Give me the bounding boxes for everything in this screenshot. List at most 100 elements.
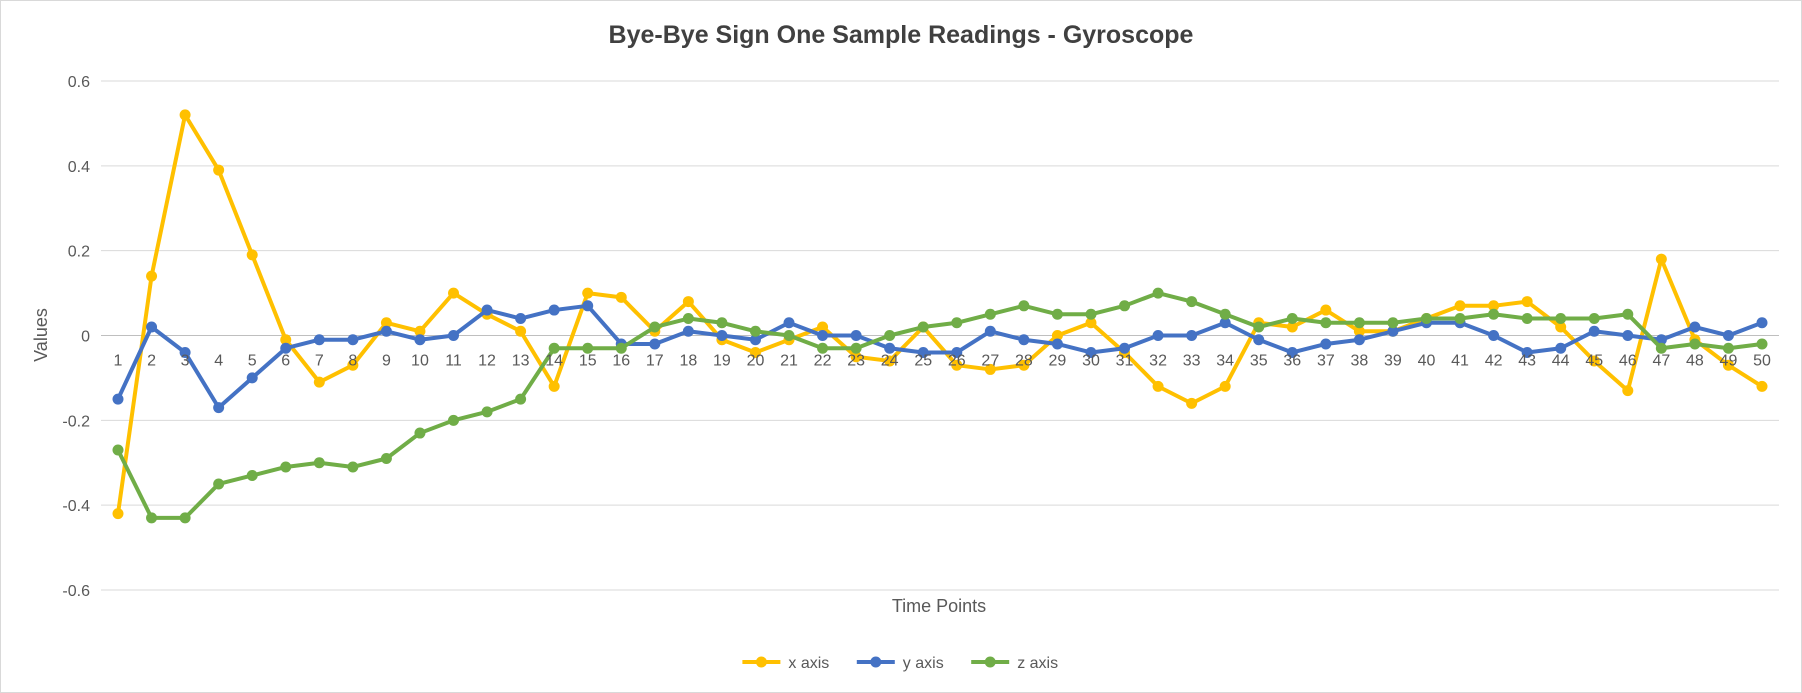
series-line [116, 303, 1764, 410]
data-point [280, 461, 292, 473]
x-axis-ticks: 1 2 3 4 5 6 7 8 9 10 11 12 13 14 15 16 17 18 19 20 21 22 23 24 2… [114, 353, 1771, 370]
data-point [582, 300, 594, 312]
x-tick-label: 7 [315, 353, 324, 370]
data-point [1286, 313, 1298, 325]
data-point [783, 317, 795, 329]
data-point [1689, 338, 1701, 350]
data-point [112, 393, 124, 405]
data-point [1387, 317, 1399, 329]
data-point [817, 321, 829, 333]
data-point [984, 325, 996, 337]
x-tick-label: 45 [1585, 353, 1603, 370]
data-point [1521, 313, 1533, 325]
data-point [749, 325, 761, 337]
x-tick-label: 20 [747, 353, 765, 370]
data-point [146, 321, 158, 333]
y-tick-label: -0.4 [62, 498, 90, 515]
data-point [313, 457, 325, 469]
x-tick-label: 12 [478, 353, 496, 370]
y-tick-label: 0.6 [68, 74, 90, 91]
data-point [1454, 300, 1466, 312]
y-tick-label: 0.2 [68, 244, 90, 261]
data-point [984, 363, 996, 375]
data-point [1689, 321, 1701, 333]
data-point [582, 287, 594, 299]
data-point [1488, 330, 1500, 341]
x-tick-label: 10 [411, 353, 429, 370]
data-point [1722, 359, 1734, 371]
data-point [347, 334, 359, 346]
data-point [1555, 321, 1567, 333]
data-point [1756, 317, 1768, 329]
data-point [1622, 308, 1634, 320]
data-point [112, 444, 124, 456]
series-line [116, 112, 1764, 516]
data-point [716, 317, 728, 329]
x-tick-label: 25 [914, 353, 932, 370]
x-tick-label: 42 [1485, 353, 1503, 370]
data-point [313, 376, 325, 388]
legend-label: y axis [903, 655, 944, 672]
x-tick-label: 18 [679, 353, 697, 370]
data-point [414, 334, 426, 346]
x-tick-label: 9 [382, 353, 391, 370]
data-point [1588, 355, 1600, 367]
data-point [1420, 313, 1432, 325]
data-point [850, 351, 862, 363]
data-point [313, 334, 325, 346]
x-tick-label: 6 [281, 353, 290, 370]
x-tick-label: 17 [646, 353, 664, 370]
data-point [179, 109, 191, 121]
data-point [582, 342, 594, 354]
data-point [246, 372, 258, 384]
data-point [448, 287, 460, 299]
data-point [1353, 334, 1365, 346]
data-point [380, 325, 392, 337]
series-1 [112, 109, 1768, 520]
x-tick-label: 1 [114, 353, 123, 370]
data-point [1555, 342, 1567, 354]
y-axis-title: Values [31, 308, 51, 362]
data-point [984, 308, 996, 320]
x-tick-label: 29 [1049, 353, 1067, 370]
data-point [1253, 334, 1265, 346]
data-point [1085, 317, 1097, 329]
data-point [649, 321, 661, 333]
legend-swatch-marker [870, 656, 882, 668]
data-point [682, 325, 694, 337]
data-point [1085, 308, 1097, 320]
data-point [380, 317, 392, 329]
x-tick-label: 3 [181, 353, 190, 370]
x-tick-label: 4 [214, 353, 223, 370]
chart-title: Bye-Bye Sign One Sample Readings - Gyros… [609, 21, 1194, 49]
data-point [448, 414, 460, 426]
data-point [146, 270, 158, 282]
data-point [213, 402, 225, 414]
x-axis-title: Time Points [892, 596, 986, 616]
data-point [280, 342, 292, 354]
x-tick-label: 41 [1451, 353, 1469, 370]
data-point [1186, 296, 1198, 308]
data-point [783, 330, 795, 341]
data-point [1488, 300, 1500, 312]
data-point [1152, 287, 1164, 299]
data-point [112, 508, 124, 520]
data-point [1555, 313, 1567, 325]
series-line [116, 291, 1764, 520]
x-tick-label: 35 [1250, 353, 1268, 370]
series-layer [112, 109, 1768, 524]
data-point [515, 325, 527, 337]
data-point [1655, 253, 1667, 265]
data-point [1622, 385, 1634, 397]
legend-swatch-marker [755, 656, 767, 668]
data-point [682, 313, 694, 325]
data-point [414, 325, 426, 337]
legend-item: z axis [971, 655, 1058, 672]
data-point [850, 342, 862, 354]
data-point [548, 380, 560, 392]
data-point [1722, 330, 1734, 341]
x-tick-label: 40 [1418, 353, 1436, 370]
data-point [1119, 342, 1131, 354]
data-point [884, 342, 896, 354]
data-point [1051, 338, 1063, 350]
